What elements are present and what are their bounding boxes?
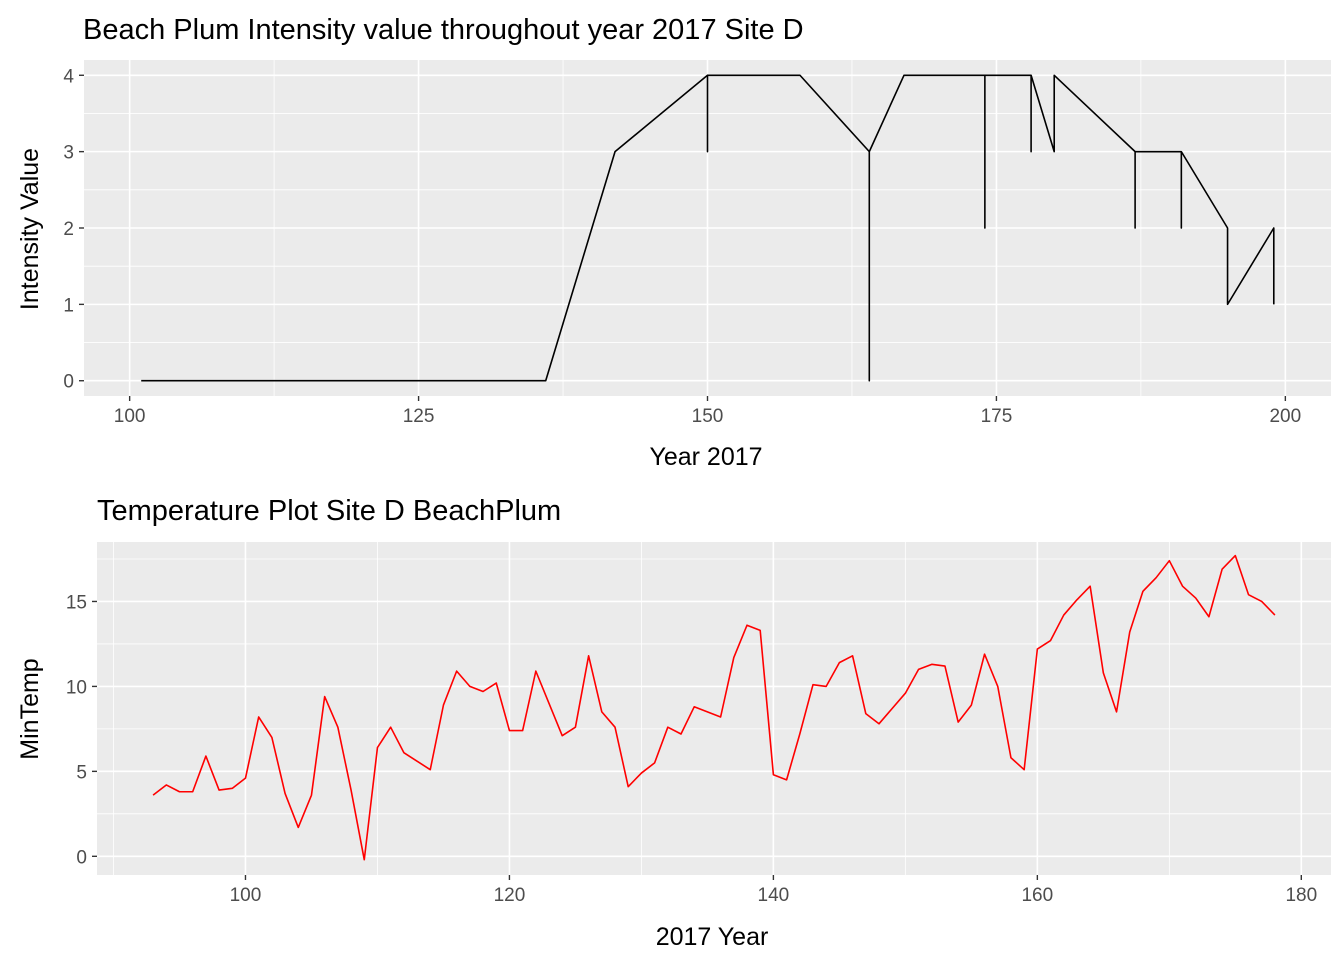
x-tick-label: 180 [1285, 885, 1317, 906]
x-tick-label: 140 [758, 885, 790, 906]
chart-panel-intensity: Beach Plum Intensity value throughout ye… [16, 14, 1331, 471]
x-axis: 100 120 140 160 180 [230, 875, 1317, 906]
y-tick-label: 2 [63, 219, 74, 240]
x-tick-label: 175 [981, 406, 1013, 427]
series-line [152, 554, 1276, 861]
x-axis: 100 125 150 175 200 [114, 396, 1301, 427]
y-axis-label: MinTemp [16, 658, 44, 759]
chart-title: Beach Plum Intensity value throughout ye… [83, 14, 804, 46]
series-layer [141, 74, 1275, 382]
y-tick-label: 0 [76, 847, 87, 868]
series-layer [152, 554, 1276, 861]
x-axis-label: 2017 Year [656, 923, 769, 951]
plot-background [97, 542, 1331, 875]
y-tick-label: 10 [66, 677, 87, 698]
chart-panel-temperature: Temperature Plot Site D BeachPlum 100 120… [16, 495, 1331, 951]
x-tick-label: 100 [114, 406, 146, 427]
x-tick-label: 100 [230, 885, 262, 906]
y-axis: 0 5 10 15 [66, 592, 97, 868]
x-axis-label: Year 2017 [649, 443, 762, 471]
y-axis-label: Intensity Value [16, 148, 44, 310]
x-tick-label: 125 [403, 406, 435, 427]
y-tick-label: 3 [63, 143, 74, 164]
chart-title: Temperature Plot Site D BeachPlum [97, 495, 561, 527]
y-tick-label: 1 [63, 295, 74, 316]
series-line [141, 74, 1275, 382]
x-tick-label: 200 [1269, 406, 1301, 427]
y-tick-label: 5 [76, 762, 87, 783]
x-tick-label: 160 [1021, 885, 1053, 906]
y-axis: 0 1 2 3 4 [63, 66, 84, 393]
gridlines [97, 542, 1331, 875]
x-tick-label: 150 [692, 406, 724, 427]
y-tick-label: 4 [63, 66, 74, 87]
x-tick-label: 120 [494, 885, 526, 906]
y-tick-label: 15 [66, 592, 87, 613]
y-tick-label: 0 [63, 372, 74, 393]
gridlines [84, 60, 1331, 396]
